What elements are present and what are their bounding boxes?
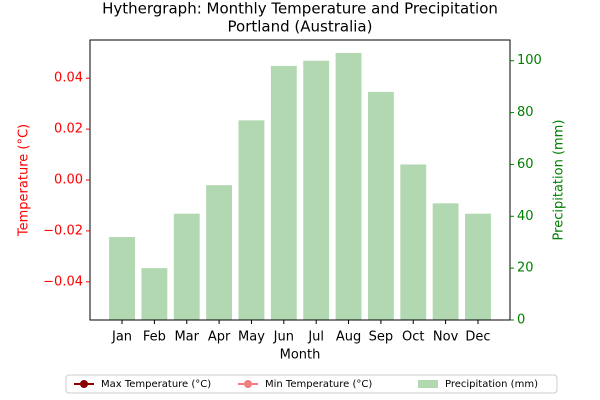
y-tick-label: 0.04 [54, 71, 83, 86]
y2-tick-label: 100 [517, 53, 542, 68]
bar [206, 185, 233, 320]
x-tick-label: Apr [208, 330, 231, 345]
legend-marker [244, 380, 252, 388]
y2-tick-label: 0 [517, 313, 525, 328]
bar [141, 268, 168, 320]
x-tick-label: Jun [273, 330, 294, 345]
y2-tick-label: 40 [517, 209, 534, 224]
x-tick-label: Nov [433, 330, 459, 345]
x-tick-label: Jan [111, 330, 132, 345]
bar [238, 120, 265, 321]
legend-label: Max Temperature (°C) [101, 379, 211, 390]
y-tick-label: −0.04 [43, 274, 83, 289]
legend-patch [418, 380, 438, 388]
x-axis-label: Month [280, 348, 321, 363]
bar [367, 91, 394, 320]
y-tick-label: 0.02 [54, 122, 83, 137]
bar [432, 203, 459, 320]
x-tick-label: Mar [174, 330, 199, 345]
x-tick-label: Sep [369, 330, 394, 345]
x-tick-label: Aug [336, 330, 361, 345]
bar [173, 213, 200, 320]
y2-tick-label: 80 [517, 105, 534, 120]
chart-title: Hythergraph: Monthly Temperature and Pre… [102, 0, 498, 18]
legend-label: Precipitation (mm) [445, 379, 538, 390]
x-tick-label: Oct [402, 330, 424, 345]
x-tick-label: May [238, 330, 265, 345]
legend-label: Min Temperature (°C) [265, 379, 372, 390]
legend-box [65, 374, 558, 394]
y-axis-label: Temperature (°C) [17, 124, 32, 237]
bar [335, 52, 362, 321]
chart-subtitle: Portland (Australia) [228, 18, 373, 36]
x-tick-label: Jul [307, 330, 324, 345]
bar [465, 213, 491, 320]
x-tick-label: Feb [143, 330, 166, 345]
y2-tick-label: 60 [517, 157, 534, 172]
bar [400, 164, 427, 320]
y-tick-label: 0.00 [54, 173, 83, 188]
bar [270, 65, 297, 320]
y2-axis-label: Precipitation (mm) [552, 120, 567, 241]
y2-tick-label: 20 [517, 261, 534, 276]
bar [303, 60, 330, 320]
y-tick-label: −0.02 [43, 223, 83, 238]
legend: Max Temperature (°C) Min Temperature (°C)… [65, 374, 558, 394]
legend-marker [80, 380, 88, 388]
x-tick-label: Dec [465, 330, 490, 345]
bar [109, 237, 135, 320]
